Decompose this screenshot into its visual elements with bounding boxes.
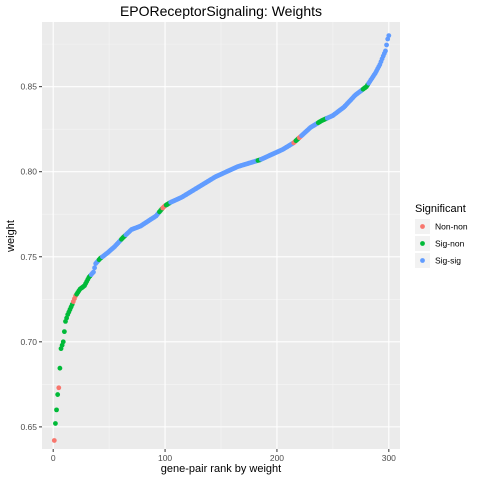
- data-point: [60, 339, 66, 345]
- y-axis-ticks: 0.65 0.70 0.75 0.80 0.85: [20, 82, 42, 432]
- legend-key-dot: [420, 224, 425, 229]
- data-point: [383, 48, 388, 54]
- data-point: [55, 392, 61, 397]
- y-tick-label: 0.80: [20, 167, 37, 177]
- x-axis-title: gene-pair rank by weight: [161, 463, 281, 475]
- x-tick-label: 100: [158, 453, 172, 463]
- legend-label: Non-non: [435, 222, 468, 232]
- x-tick-label: 0: [51, 453, 56, 463]
- data-point: [54, 407, 59, 413]
- data-point: [51, 438, 57, 443]
- x-tick-label: 300: [382, 453, 396, 463]
- data-point: [384, 42, 389, 48]
- x-axis-ticks: 0 100 200 300: [51, 449, 396, 463]
- chart-title: EPOReceptorSignaling: Weights: [120, 3, 322, 19]
- data-point: [92, 265, 97, 271]
- data-point: [61, 329, 67, 335]
- data-point: [57, 365, 63, 371]
- data-point: [386, 33, 392, 39]
- data-point: [56, 385, 62, 391]
- legend-key-dot: [420, 258, 425, 263]
- legend-label: Sig-sig: [435, 256, 461, 266]
- legend-label: Sig-non: [435, 239, 465, 249]
- y-tick-label: 0.75: [20, 252, 37, 262]
- data-points: [51, 33, 392, 443]
- y-tick-label: 0.70: [20, 337, 37, 347]
- grid-lines: [42, 22, 400, 449]
- y-axis-title: weight: [5, 220, 17, 253]
- x-tick-label: 200: [270, 453, 284, 463]
- legend-title: Significant: [415, 203, 466, 215]
- data-point: [91, 269, 96, 275]
- data-point: [53, 421, 58, 426]
- legend-key-dot: [420, 241, 425, 246]
- y-tick-label: 0.85: [20, 82, 37, 92]
- y-tick-label: 0.65: [20, 422, 37, 432]
- legend: Significant Non-non Sig-non Sig-sig: [415, 203, 468, 268]
